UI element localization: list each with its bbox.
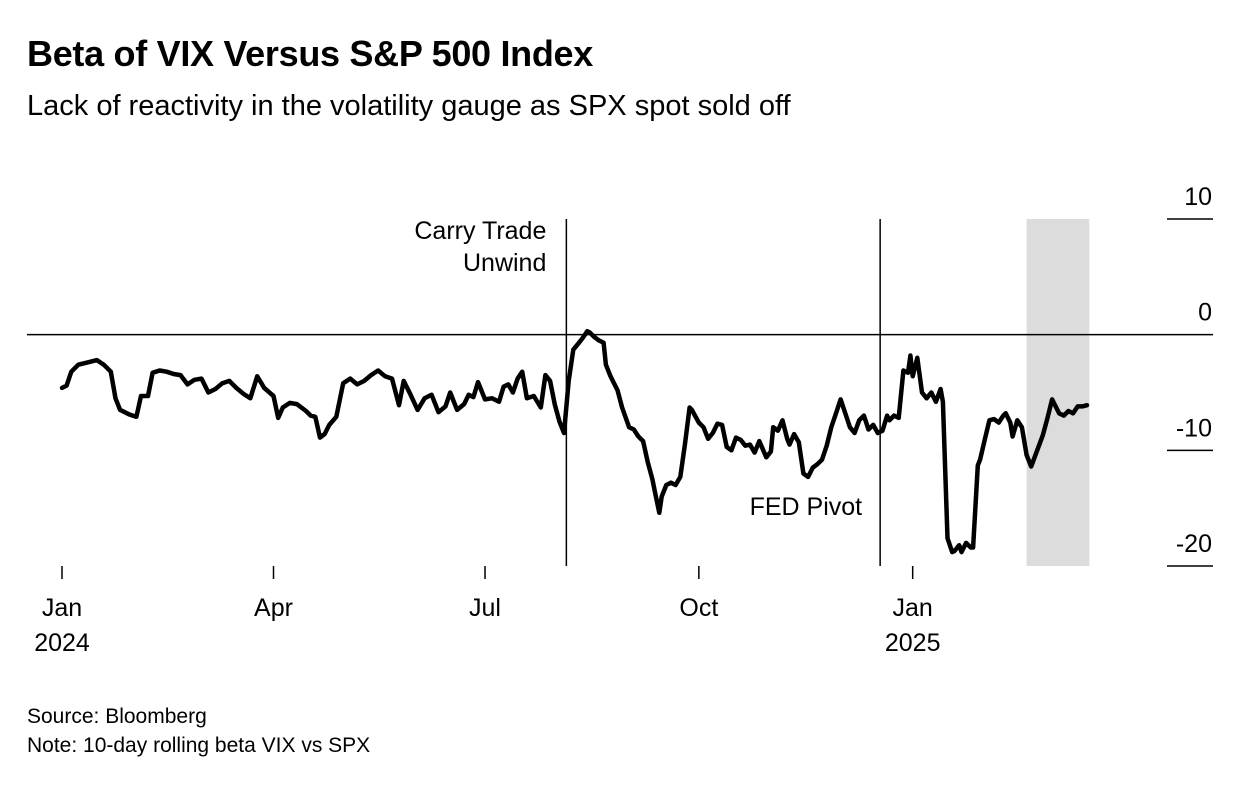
shaded-range-rect xyxy=(1026,219,1090,566)
y-gridlines: 10 0 -10 -20 xyxy=(27,183,1213,567)
y-tick-label: 0 xyxy=(1198,299,1212,327)
chart-subtitle: Lack of reactivity in the volatility gau… xyxy=(27,90,791,122)
chart-title: Beta of VIX Versus S&P 500 Index xyxy=(27,33,593,74)
event-label: FED Pivot xyxy=(750,493,863,521)
event-label: Carry Trade xyxy=(414,217,546,245)
y-tick-label: 10 xyxy=(1184,183,1212,211)
event-label: Unwind xyxy=(463,249,546,277)
x-tick-label: Oct xyxy=(679,594,718,622)
y-tick-label: -20 xyxy=(1176,530,1212,558)
footnote: Note: 10-day rolling beta VIX vs SPX xyxy=(27,734,371,757)
x-tick-label: Jan xyxy=(42,594,82,622)
source-note: Source: Bloomberg xyxy=(27,705,207,728)
x-axis: Jan 2024 Apr Jul Oct Jan 2025 xyxy=(34,566,940,657)
series-line-path xyxy=(59,328,1090,555)
x-tick-sublabel: 2025 xyxy=(885,629,941,657)
series-line xyxy=(59,328,1090,555)
event-markers: Carry Trade Unwind FED Pivot xyxy=(414,217,881,566)
x-tick-sublabel: 2024 xyxy=(34,629,90,657)
x-tick-label: Apr xyxy=(254,594,293,622)
shaded-period xyxy=(1026,219,1090,566)
y-tick-label: -10 xyxy=(1176,414,1212,442)
x-tick-label: Jan xyxy=(893,594,933,622)
x-tick-label: Jul xyxy=(469,594,501,622)
